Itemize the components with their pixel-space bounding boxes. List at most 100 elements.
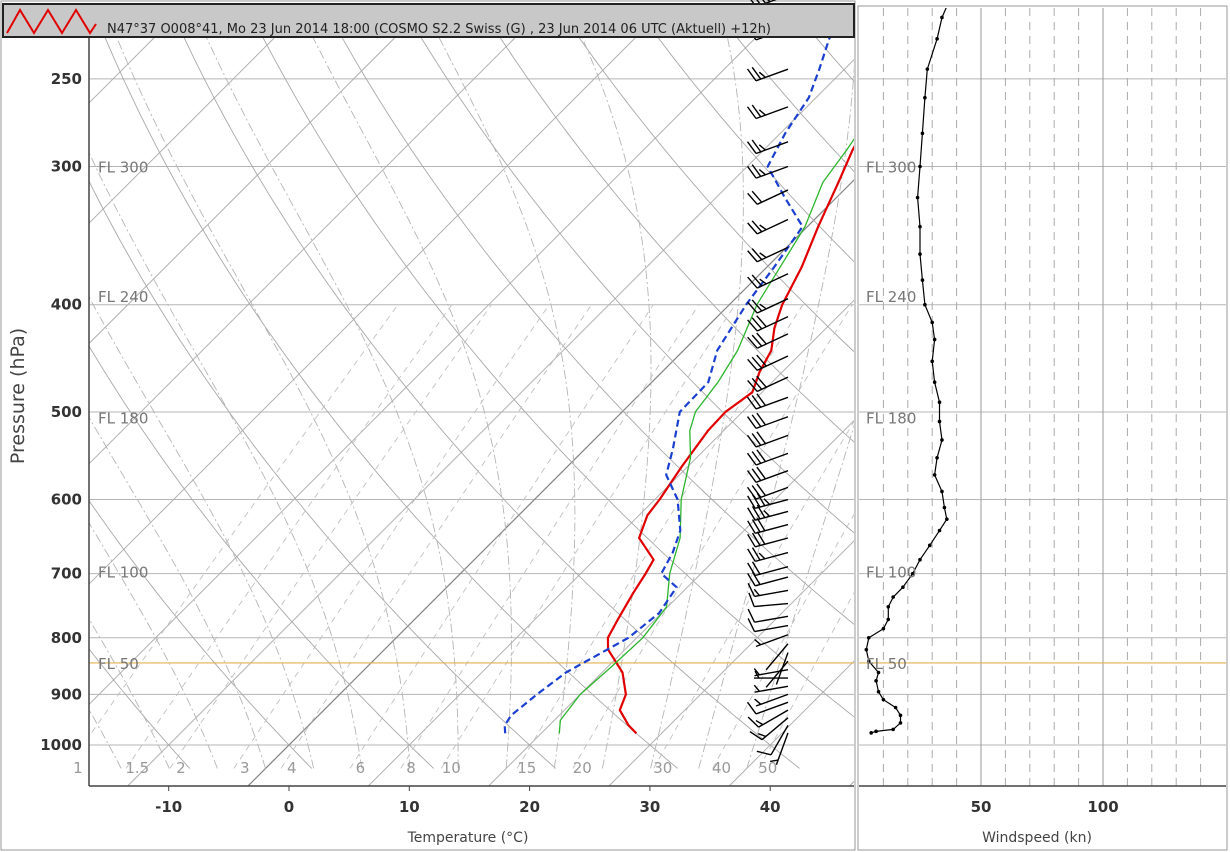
dry-adiabat — [89, 648, 191, 769]
mixing-ratio-line — [233, 304, 550, 769]
model-logo-icon — [6, 8, 97, 35]
wind-barb-feather — [747, 572, 756, 587]
mixing-ratio-label: 4 — [287, 759, 297, 777]
wind-flight-level-label: FL 50 — [866, 655, 907, 673]
y-tick-label: 250 — [51, 70, 82, 88]
wind-barb-feather — [756, 466, 767, 480]
skewt-series — [503, 0, 1059, 735]
wind-barb-feather — [751, 274, 763, 287]
windspeed-point — [864, 647, 869, 652]
wind-barb-feather — [751, 433, 762, 446]
wind-barb-feather — [751, 356, 763, 369]
windspeed-point — [920, 278, 925, 282]
wind-barb-staff — [754, 537, 789, 548]
dry-adiabat — [499, 38, 854, 443]
moist-adiabat — [89, 522, 218, 769]
dry-adiabat — [778, 0, 1230, 768]
mixing-ratio-label: 15 — [517, 759, 536, 777]
moist-adiabat — [116, 38, 411, 769]
flight-level-label: FL 180 — [98, 410, 148, 428]
windspeed-point — [930, 320, 934, 325]
flight-level-label: FL 100 — [98, 564, 148, 582]
mixing-ratio-label: 30 — [653, 759, 672, 777]
flight-level-label: FL 300 — [98, 158, 148, 176]
y-tick-label: 300 — [51, 157, 82, 175]
wind-barb-feather — [759, 224, 767, 231]
windspeed-point — [918, 224, 922, 229]
wind-barb-feather — [746, 396, 757, 410]
wind-barb-feather — [763, 510, 771, 517]
wind-barb-feather — [747, 562, 756, 576]
wind-x-tick-label: 50 — [971, 798, 992, 816]
dry-adiabat — [420, 38, 854, 534]
wind-barb-staff — [755, 634, 789, 648]
wind-barb-staff — [756, 246, 789, 263]
wind-barb-feather — [756, 354, 767, 367]
wind-barb-feather — [747, 222, 758, 235]
dry-adiabat — [657, 38, 854, 263]
wind-barb-feather — [751, 139, 762, 153]
wind-barb-feather — [758, 168, 766, 176]
flight-level-label: FL 240 — [98, 288, 148, 306]
wind-barb-feather — [746, 701, 757, 715]
wind-barb-feather — [751, 334, 763, 347]
moist-adiabat — [698, 65, 854, 769]
isotherm-line — [89, 38, 636, 585]
wind-barb-feather — [751, 66, 762, 80]
wind-barb-staff — [755, 486, 789, 500]
wind-barb-staff — [755, 68, 789, 82]
wind-barb-staff — [754, 685, 789, 693]
windspeed-point — [876, 689, 881, 694]
wind-barb-feather — [747, 192, 758, 205]
windspeed-point — [932, 380, 937, 385]
skewt-background — [89, 0, 1230, 786]
wind-barb-feather — [756, 531, 766, 545]
wind-barb-feather — [751, 451, 762, 464]
parcel-line — [897, 0, 1059, 79]
windspeed-point — [925, 67, 930, 71]
wind-barb-feather — [756, 393, 767, 406]
mixing-ratio-line — [516, 304, 804, 769]
wind-barb-staff — [755, 693, 789, 707]
windspeed-point — [930, 359, 934, 364]
mixing-ratio-label: 8 — [406, 759, 416, 777]
isotherm-line — [89, 38, 516, 465]
wind-barb-staff — [755, 165, 789, 179]
wind-barb-staff — [756, 189, 789, 205]
mixing-ratio-label: 2 — [176, 759, 186, 777]
wind-barb-feather — [756, 315, 767, 328]
mixing-ratio-label: 1 — [73, 759, 83, 777]
windspeed-point — [866, 659, 871, 664]
windspeed-point — [874, 729, 878, 734]
isotherm-line — [608, 540, 854, 786]
wind-barb-feather — [747, 716, 760, 728]
wind-barb-feather — [747, 507, 756, 521]
wind-barb-feather — [751, 220, 763, 233]
windspeed-point — [881, 697, 886, 702]
mixing-ratio-label: 6 — [356, 759, 366, 777]
wind-barb-staff — [754, 602, 789, 608]
wind-barb-staff — [755, 434, 789, 448]
moist-adiabat — [89, 296, 315, 769]
wind-barb-feather — [758, 144, 766, 151]
windspeed-point — [932, 473, 937, 477]
wind-barb-feather — [747, 520, 756, 534]
wind-barb-staff — [756, 298, 789, 314]
windspeed-point — [893, 705, 898, 710]
moist-adiabat — [581, 38, 652, 769]
dry-adiabat — [262, 38, 854, 718]
windspeed-point — [886, 617, 891, 622]
wind-barb-staff — [756, 333, 789, 349]
wind-barb-feather — [751, 248, 763, 261]
windspeed-point — [898, 721, 903, 725]
windspeed-point — [923, 302, 927, 307]
mixing-ratio-label: 50 — [758, 759, 777, 777]
wind-barb-feather — [746, 68, 757, 82]
x-axis-title: Temperature (°C) — [407, 830, 529, 846]
wind-barb-feather — [763, 498, 771, 505]
wind-barb-feather — [756, 483, 767, 497]
mixing-ratio-line — [653, 420, 854, 769]
y-tick-label: 500 — [51, 403, 82, 421]
wind-barb-feather — [751, 519, 761, 533]
